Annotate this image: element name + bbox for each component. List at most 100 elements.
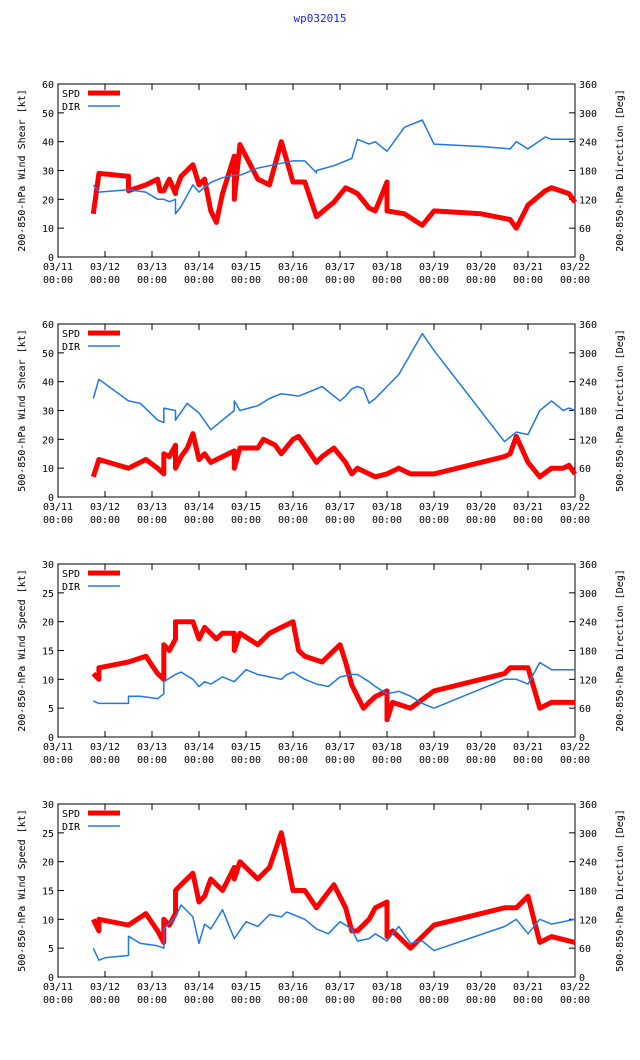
x-tick-label-time: 00:00: [513, 515, 543, 526]
y-tick-label-left: 10: [42, 464, 54, 475]
x-tick-label-time: 00:00: [231, 755, 261, 766]
x-tick-label-time: 00:00: [513, 275, 543, 286]
x-tick-label-time: 00:00: [184, 275, 214, 286]
x-tick-label-time: 00:00: [184, 995, 214, 1006]
x-tick-label-date: 03/11: [43, 502, 73, 513]
series-spd-line: [90, 431, 578, 480]
y-tick-label-left: 30: [42, 800, 54, 811]
y-tick-label-right: 180: [579, 167, 597, 178]
y-tick-label-left: 40: [42, 138, 54, 149]
legend: SPD DIR: [62, 329, 120, 353]
x-tick-label-date: 03/22: [560, 262, 590, 273]
y-tick-label-right: 360: [579, 800, 597, 811]
x-tick-label-time: 00:00: [43, 755, 73, 766]
y-tick-label-left: 0: [48, 493, 54, 504]
x-tick-label-time: 00:00: [184, 515, 214, 526]
x-tick-label-time: 00:00: [278, 275, 308, 286]
y-tick-label-right: 60: [579, 464, 591, 475]
y-tick-label-right: 0: [579, 733, 585, 744]
y-tick-label-left: 0: [48, 253, 54, 264]
x-tick-label-time: 00:00: [325, 755, 355, 766]
plot-frame: [57, 803, 576, 978]
y-tick-label-right: 360: [579, 560, 597, 571]
x-tick-label-date: 03/22: [560, 502, 590, 513]
x-tick-label-time: 00:00: [325, 995, 355, 1006]
x-tick-label-time: 00:00: [560, 755, 590, 766]
y-tick-label-right: 240: [579, 618, 597, 629]
x-tick-label-date: 03/18: [372, 502, 402, 513]
x-tick-label-time: 00:00: [137, 755, 167, 766]
x-tick-label-date: 03/14: [184, 742, 214, 753]
y-axis-label-right: 500-850-hPa Direction [Deg]: [615, 329, 626, 492]
y-tick-label-left: 50: [42, 109, 54, 120]
y-tick-label-right: 240: [579, 858, 597, 869]
x-tick-label-date: 03/11: [43, 982, 73, 993]
x-tick-label-date: 03/11: [43, 742, 73, 753]
x-tick-label-date: 03/16: [278, 982, 308, 993]
x-tick-label-date: 03/19: [419, 982, 449, 993]
x-tick-label-date: 03/14: [184, 982, 214, 993]
x-tick-label-date: 03/12: [90, 982, 120, 993]
x-tick-label-time: 00:00: [43, 515, 73, 526]
x-tick-label-time: 00:00: [372, 515, 402, 526]
x-tick-label-time: 00:00: [231, 515, 261, 526]
series-spd-line: [90, 139, 578, 231]
y-tick-label-left: 50: [42, 349, 54, 360]
x-tick-label-date: 03/12: [90, 262, 120, 273]
x-tick-label-date: 03/13: [137, 262, 167, 273]
x-tick-label-time: 00:00: [278, 515, 308, 526]
x-tick-label-time: 00:00: [560, 275, 590, 286]
figure-title: wp032015: [293, 12, 347, 25]
x-tick-label-date: 03/11: [43, 262, 73, 273]
x-tick-label-time: 00:00: [43, 275, 73, 286]
y-axis-label-left: 500-850-hPa Wind Speed [kt]: [17, 809, 28, 972]
x-tick-label-time: 00:00: [137, 995, 167, 1006]
legend-label-spd: SPD: [62, 809, 80, 820]
legend-label-spd: SPD: [62, 569, 80, 580]
x-tick-label-date: 03/17: [325, 502, 355, 513]
x-tick-label-time: 00:00: [372, 995, 402, 1006]
x-tick-label-date: 03/22: [560, 742, 590, 753]
x-tick-label-date: 03/21: [513, 742, 543, 753]
x-tick-label-date: 03/21: [513, 982, 543, 993]
x-tick-label-time: 00:00: [90, 755, 120, 766]
y-tick-label-left: 25: [42, 589, 54, 600]
legend-label-dir: DIR: [62, 582, 81, 593]
x-tick-label-date: 03/15: [231, 982, 261, 993]
y-tick-label-left: 30: [42, 560, 54, 571]
x-tick-label-date: 03/19: [419, 262, 449, 273]
x-tick-label-date: 03/19: [419, 742, 449, 753]
y-tick-label-right: 120: [579, 675, 597, 686]
x-tick-label-date: 03/15: [231, 262, 261, 273]
y-tick-label-left: 20: [42, 858, 54, 869]
x-tick-label-time: 00:00: [419, 515, 449, 526]
x-tick-label-date: 03/13: [137, 742, 167, 753]
y-tick-label-right: 180: [579, 407, 597, 418]
x-tick-label-time: 00:00: [466, 275, 496, 286]
x-tick-label-date: 03/12: [90, 502, 120, 513]
legend: SPD DIR: [62, 569, 120, 593]
x-tick-label-date: 03/20: [466, 502, 496, 513]
x-tick-label-time: 00:00: [513, 995, 543, 1006]
x-tick-label-time: 00:00: [372, 755, 402, 766]
plot-frame: [57, 323, 576, 498]
y-tick-label-left: 25: [42, 829, 54, 840]
y-axis-label-right: 500-850-hPa Direction [Deg]: [615, 809, 626, 972]
y-tick-label-left: 5: [48, 944, 54, 955]
y-tick-label-left: 5: [48, 704, 54, 715]
y-axis-label-right: 200-850-hPa Direction [Deg]: [615, 89, 626, 252]
x-tick-label-date: 03/20: [466, 742, 496, 753]
legend-label-dir: DIR: [62, 342, 81, 353]
legend-label-spd: SPD: [62, 89, 80, 100]
y-axis-label-right: 200-850-hPa Direction [Deg]: [615, 569, 626, 732]
y-tick-label-right: 240: [579, 378, 597, 389]
x-tick-label-time: 00:00: [231, 995, 261, 1006]
x-tick-label-time: 00:00: [419, 275, 449, 286]
x-tick-label-time: 00:00: [419, 995, 449, 1006]
x-tick-label-date: 03/13: [137, 982, 167, 993]
chart-panel-1: 0 10 20 30 40 50 60 0 60 120 180 240 300 360 03/11 00:0…: [17, 80, 626, 286]
x-tick-label-date: 03/22: [560, 982, 590, 993]
x-tick-label-time: 00:00: [137, 515, 167, 526]
y-tick-label-right: 360: [579, 80, 597, 91]
y-axis-label-left: 500-850-hPa Wind Shear [kt]: [17, 329, 28, 492]
